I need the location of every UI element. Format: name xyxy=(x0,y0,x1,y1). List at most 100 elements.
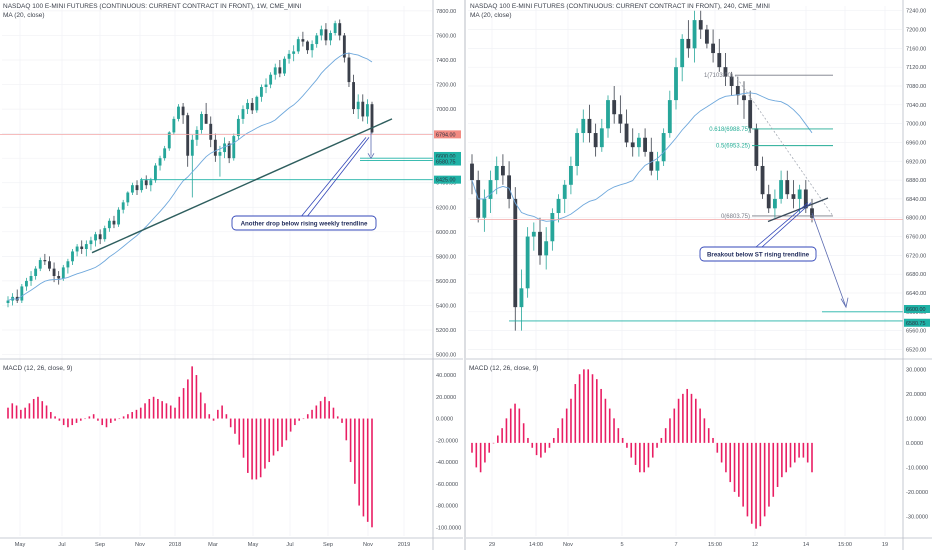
candle-body xyxy=(791,194,796,199)
right-chart[interactable]: NASDAQ 100 E-MINI FUTURES (CONTINUOUS: C… xyxy=(466,0,932,550)
candle-body xyxy=(329,33,332,41)
candle-body xyxy=(255,96,259,111)
candle-body xyxy=(292,51,296,54)
macd-bar xyxy=(479,442,482,473)
macd-bar xyxy=(332,407,335,419)
candle-body xyxy=(760,165,765,195)
candle-body xyxy=(630,142,635,148)
macd-bar xyxy=(621,437,624,443)
right-price-axis[interactable]: 7240.00 7200.00 7160.00 7120.00 7080.00 7040.… xyxy=(902,0,930,550)
macd-bar xyxy=(750,442,753,524)
macd-bar xyxy=(54,416,56,419)
macd-bar xyxy=(349,418,352,463)
macd-bar xyxy=(677,398,680,443)
macd-bar xyxy=(157,398,159,419)
macd-bar xyxy=(505,418,508,443)
macd-bar xyxy=(793,442,796,463)
candle-body xyxy=(195,129,199,140)
macd-bar xyxy=(161,401,163,419)
macd-bar xyxy=(255,418,258,480)
candle-body xyxy=(236,118,240,137)
candle-body xyxy=(250,102,254,111)
macd-bar xyxy=(101,418,104,426)
macd-bar xyxy=(548,442,551,448)
macd-bar xyxy=(371,418,373,528)
candle-body xyxy=(338,23,342,36)
candle-body xyxy=(347,57,351,83)
left-gridlines xyxy=(2,6,432,536)
macd-tick-label: -20.0000 xyxy=(436,438,458,444)
candle-body xyxy=(48,261,51,269)
left-price-axis[interactable]: 7800.007600.007400.007200.007000.006800.… xyxy=(432,0,461,550)
price-tick-label: 6760.00 xyxy=(906,235,926,241)
candle-body xyxy=(140,180,144,191)
macd-bar xyxy=(122,416,125,419)
candle-body xyxy=(568,165,573,185)
macd-bar xyxy=(596,379,598,443)
candle-body xyxy=(135,185,139,191)
candle-body xyxy=(204,114,208,124)
candle-body xyxy=(200,114,203,130)
candle-body xyxy=(797,189,802,199)
candle-body xyxy=(352,82,355,110)
macd-bar xyxy=(208,414,211,419)
fib-trend-line xyxy=(734,74,834,217)
candle-body xyxy=(25,280,28,287)
macd-bar xyxy=(221,405,223,419)
macd-bar xyxy=(759,442,762,527)
macd-bar xyxy=(259,418,262,478)
candle-body xyxy=(544,241,549,256)
left-time-axis[interactable]: May Jul Sep Nov 2018 Mar May Jul Sep Nov 2019 xyxy=(0,537,463,548)
candle-body xyxy=(264,84,268,87)
candle-body xyxy=(301,39,305,42)
macd-bar xyxy=(71,418,74,426)
macd-bar xyxy=(50,412,52,419)
price-tick-label: 7400.00 xyxy=(436,58,456,64)
macd-bar xyxy=(238,418,241,445)
candle-body xyxy=(365,104,369,117)
candle-body xyxy=(223,143,226,153)
left-macd-panel[interactable]: MACD (12, 26, close, 9) 40.0000 20.0000 0.0… xyxy=(0,358,463,531)
macd-bar xyxy=(336,416,339,419)
macd-tick-label: 20.0000 xyxy=(436,395,456,401)
time-tick-label: 2018 xyxy=(169,542,181,548)
macd-bar xyxy=(626,442,628,448)
macd-bar xyxy=(144,403,146,419)
price-tag-label: 6425.00 xyxy=(436,178,456,184)
macd-bar xyxy=(131,412,133,419)
macd-bar xyxy=(118,418,121,420)
right-time-axis[interactable]: 29 14:00 Nov 5 7 15:00 12 14 15:00 19 xyxy=(466,537,932,548)
candle-body xyxy=(66,261,70,268)
macd-bar xyxy=(527,437,529,443)
macd-bar xyxy=(583,369,585,443)
candle-body xyxy=(785,180,790,195)
macd-bar xyxy=(716,442,719,453)
macd-bar xyxy=(212,418,215,421)
price-tick-label: 7240.00 xyxy=(906,9,926,15)
candle-body xyxy=(575,133,580,166)
macd-bar xyxy=(345,418,348,441)
candle-body xyxy=(361,101,365,117)
left-chart[interactable]: NASDAQ 100 E-MINI FUTURES (CONTINUOUS: C… xyxy=(0,0,463,550)
macd-bar xyxy=(738,442,740,497)
price-tag-label: 6600.00 xyxy=(906,307,926,313)
right-macd-panel[interactable]: MACD (12, 26, close, 9) 30.0000 20.0000 10.… xyxy=(466,358,932,529)
candle-body xyxy=(227,143,231,159)
projection-arrow-head xyxy=(840,297,849,309)
candle-body xyxy=(38,260,42,269)
left-chart-title: NASDAQ 100 E-MINI FUTURES (CONTINUOUS: C… xyxy=(3,3,302,10)
price-tick-label: 5000.00 xyxy=(436,353,456,359)
price-tick-label: 7000.00 xyxy=(906,122,926,128)
macd-bar xyxy=(97,418,99,421)
candle-body xyxy=(213,139,217,156)
macd-tick-label: -100.0000 xyxy=(436,525,461,531)
price-tag-label: 6580.75 xyxy=(906,321,926,327)
macd-bar xyxy=(785,442,787,473)
candle-body xyxy=(107,220,111,229)
macd-tick-label: -40.0000 xyxy=(436,460,458,466)
candle-body xyxy=(649,151,654,171)
candle-body xyxy=(218,152,222,156)
candle-body xyxy=(29,276,33,281)
fib-level-label: 0.618(6988.75) xyxy=(709,127,750,133)
